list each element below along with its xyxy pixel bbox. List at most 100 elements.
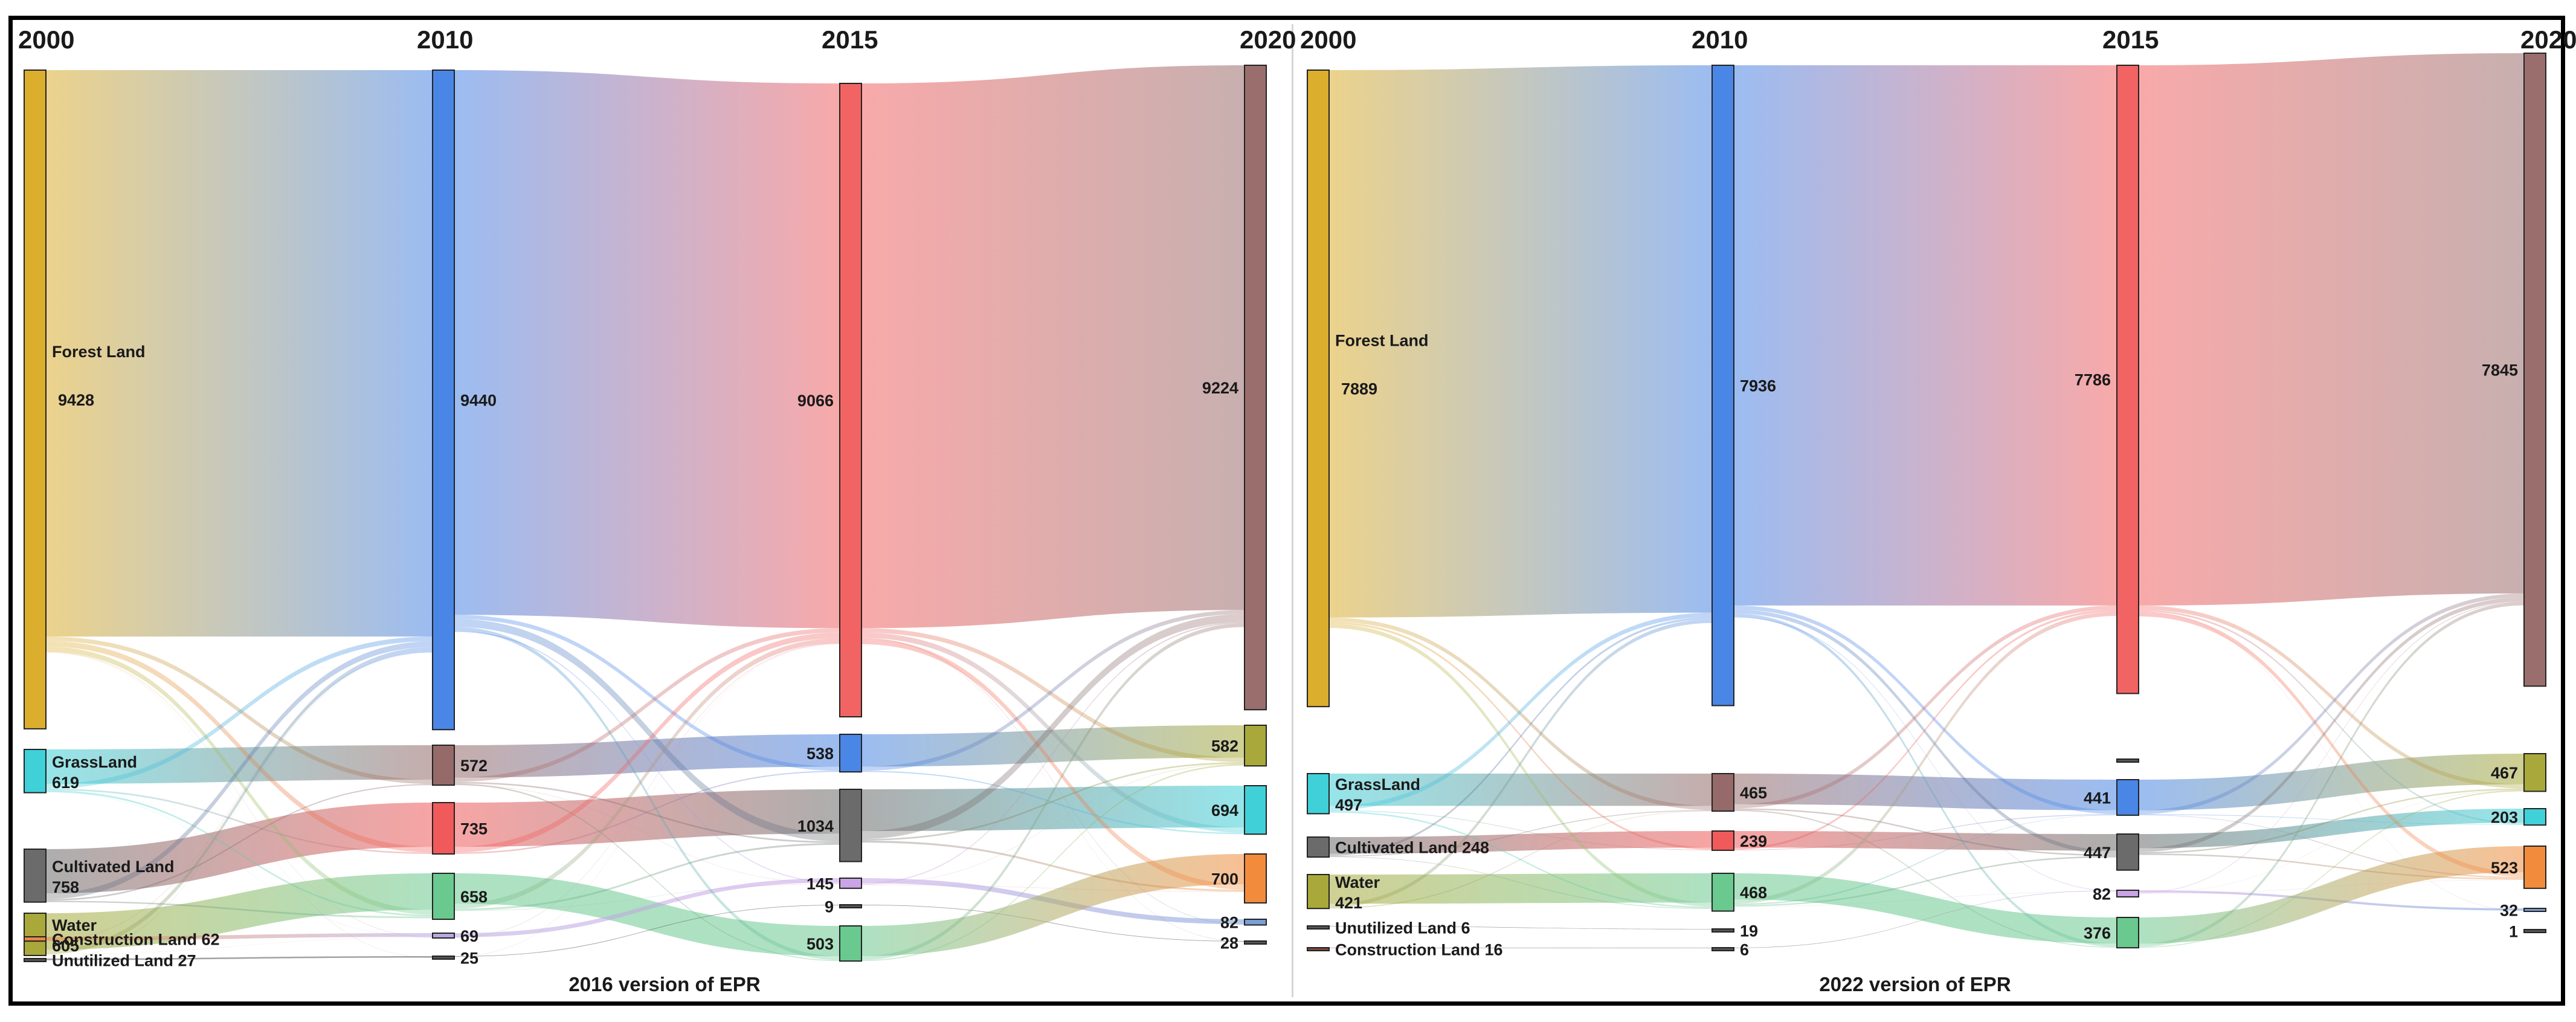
node-2010-unutilized-land[interactable]: [432, 956, 455, 960]
flow-construction-land-to-forest-land-2000-2010: [46, 652, 433, 941]
node-2010-forest-land[interactable]: [432, 70, 455, 731]
node-2015-unutilized-land[interactable]: [839, 904, 862, 908]
node-2015-water[interactable]: [2116, 917, 2139, 949]
node-2000-unutilized-land[interactable]: [24, 958, 47, 962]
node-label-2000-grassland: GrassLand: [52, 753, 137, 771]
node-2010-forest-land[interactable]: [1711, 65, 1734, 707]
node-value-2000-water: 605: [52, 937, 79, 955]
node-2020-unutilized-land[interactable]: [2523, 929, 2546, 933]
flow-cultivated-land-to-grassland-2015-2020: [861, 762, 1245, 841]
node-2015-forest-land[interactable]: [2116, 65, 2139, 694]
node-2020-grassland[interactable]: [1244, 725, 1267, 767]
flow-forest-land-to-water-2000-2010: [46, 646, 433, 915]
flow-grassland-to-forest-land-2015-2020: [861, 610, 1245, 771]
node-value-2015-construction-land: 145: [807, 875, 834, 893]
node-value-2020-water: 523: [2491, 859, 2518, 877]
node-2010-construction-land[interactable]: [432, 933, 455, 939]
node-2010-construction-land[interactable]: [1711, 947, 1734, 951]
flow-cultivated-land-to-cultivated-land-2000-2010: [1329, 831, 1712, 854]
flow-grassland-to-water-2010-2015: [454, 783, 840, 962]
node-value-2020-construction-land: 82: [1220, 914, 1238, 932]
node-value-2020-cultivated-land: 203: [2491, 809, 2518, 827]
flow-construction-land-to-water-2015-2020: [2139, 879, 2524, 894]
node-2015-construction-land[interactable]: [2116, 890, 2139, 897]
node-2015-water[interactable]: [839, 925, 862, 962]
node-2000-grassland[interactable]: [1307, 773, 1330, 815]
node-2020-water[interactable]: [2523, 846, 2546, 889]
node-2000-forest-land[interactable]: [1307, 70, 1330, 708]
flow-group: [1329, 53, 2524, 948]
node-value-2010-grassland: 572: [460, 757, 488, 775]
flow-water-to-water-2000-2010: [1329, 873, 1712, 904]
node-2000-construction-land[interactable]: [1307, 947, 1330, 951]
flow-water-to-forest-land-2000-2010: [1329, 619, 1712, 908]
node-value-2010-construction-land: 6: [1740, 941, 1749, 959]
node-2020-construction-land[interactable]: [2523, 908, 2546, 912]
node-value-2020-forest-land: 9224: [1202, 379, 1238, 397]
node-2000-unutilized-land[interactable]: [1307, 925, 1330, 930]
node-2020-cultivated-land[interactable]: [1244, 785, 1267, 835]
node-2015-cultivated-land[interactable]: [2116, 833, 2139, 871]
flow-grassland-to-construction-land-2010-2015: [454, 784, 840, 884]
node-2000-cultivated-land[interactable]: [24, 849, 47, 903]
node-value-2020-construction-land: 32: [2500, 902, 2518, 920]
node-value-2000-forest-land: 7889: [1341, 380, 1377, 398]
node-2015-unutilized-land[interactable]: [2116, 758, 2139, 763]
node-2020-construction-land[interactable]: [1244, 919, 1267, 926]
node-value-2015-grassland: 538: [807, 745, 834, 763]
node-2015-forest-land[interactable]: [839, 83, 862, 718]
node-2015-construction-land[interactable]: [839, 878, 862, 889]
node-2020-forest-land[interactable]: [1244, 65, 1267, 711]
flow-forest-land-to-cultivated-land-2015-2020: [861, 632, 1245, 833]
node-2000-construction-land[interactable]: [24, 936, 47, 942]
node-2010-grassland[interactable]: [1711, 773, 1734, 812]
flow-cultivated-land-to-forest-land-2015-2020: [861, 614, 1245, 839]
flow-water-to-water-2010-2015: [454, 873, 840, 957]
node-2000-water[interactable]: [24, 913, 47, 956]
flow-construction-land-to-grassland-2015-2020: [2139, 789, 2524, 894]
node-value-2015-forest-land: 7786: [2075, 371, 2111, 389]
flow-unutilized-land-to-unutilized-land-2015-2020: [861, 905, 1245, 942]
flow-forest-land-to-construction-land-2010-2015: [1734, 616, 2117, 891]
flow-forest-land-to-water-2015-2020: [861, 638, 1245, 890]
flow-forest-land-to-water-2010-2015: [454, 627, 840, 960]
flow-water-to-forest-land-2010-2015: [1734, 612, 2117, 904]
flow-water-to-construction-land-2000-2010: [46, 937, 433, 955]
node-2015-grassland[interactable]: [2116, 779, 2139, 816]
node-value-2020-forest-land: 7845: [2482, 361, 2518, 380]
node-2015-grassland[interactable]: [839, 734, 862, 773]
node-2010-cultivated-land[interactable]: [432, 802, 455, 855]
flow-forest-land-to-cultivated-land-2000-2010: [46, 641, 433, 853]
node-2010-cultivated-land[interactable]: [1711, 830, 1734, 851]
node-2000-water[interactable]: [1307, 874, 1330, 910]
node-value-2020-water: 700: [1211, 870, 1238, 888]
flow-forest-land-to-forest-land-2010-2015: [454, 70, 840, 629]
node-2000-grassland[interactable]: [24, 749, 47, 794]
flow-water-to-cultivated-land-2010-2015: [454, 843, 840, 911]
node-2020-grassland[interactable]: [2523, 753, 2546, 792]
node-2020-cultivated-land[interactable]: [2523, 808, 2546, 826]
node-2015-cultivated-land[interactable]: [839, 789, 862, 862]
node-2020-unutilized-land[interactable]: [1244, 940, 1267, 945]
node-2020-water[interactable]: [1244, 853, 1267, 904]
flow-forest-land-to-grassland-2015-2020: [2139, 605, 2524, 789]
node-label-2000-unutilized-land: Unutilized Land 27: [52, 952, 196, 970]
node-2010-grassland[interactable]: [432, 745, 455, 786]
flow-forest-land-to-grassland-2010-2015: [454, 615, 840, 771]
node-2010-water[interactable]: [1711, 873, 1734, 912]
node-2000-cultivated-land[interactable]: [1307, 836, 1330, 858]
node-label-2000-forest-land: Forest Land: [52, 343, 146, 361]
flow-construction-land-to-water-2015-2020: [861, 884, 1245, 892]
flow-water-to-water-2015-2020: [861, 854, 1245, 957]
flow-grassland-to-construction-land-2000-2010: [46, 792, 433, 938]
node-2000-forest-land[interactable]: [24, 70, 47, 729]
node-value-2000-grassland: 497: [1335, 796, 1362, 814]
node-2020-forest-land[interactable]: [2523, 53, 2546, 687]
node-2010-unutilized-land[interactable]: [1711, 928, 1734, 933]
flow-grassland-to-cultivated-land-2000-2010: [46, 788, 433, 854]
node-value-2010-unutilized-land: 19: [1740, 922, 1758, 940]
flow-water-to-water-2010-2015: [1734, 873, 2117, 944]
node-2010-water[interactable]: [432, 873, 455, 920]
